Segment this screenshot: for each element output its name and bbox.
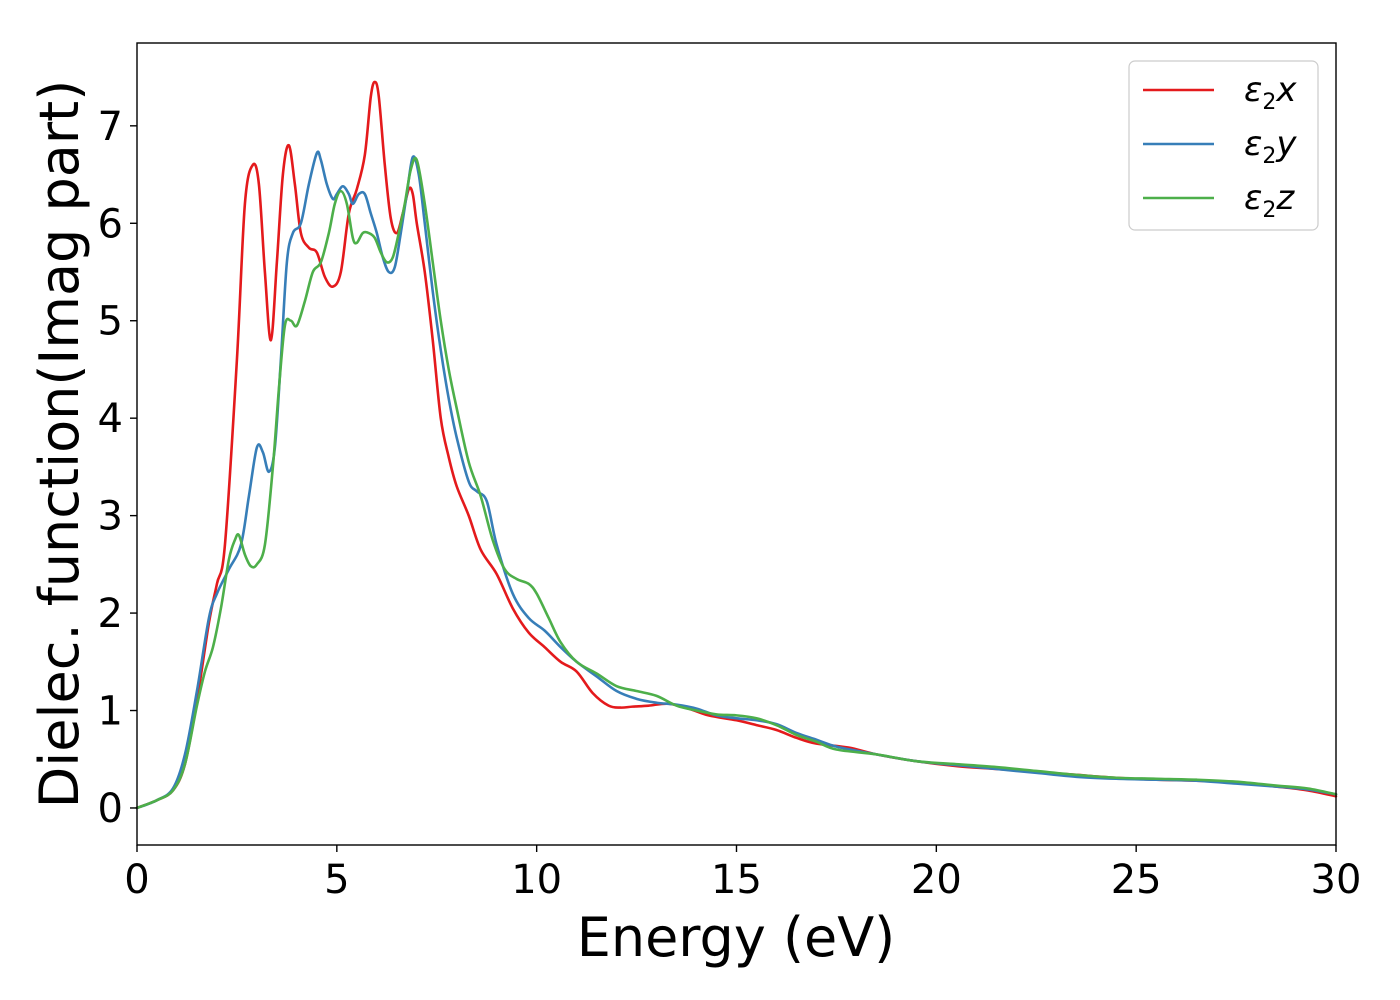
y-tick-label: 3 [98, 494, 123, 540]
x-axis: 0 5 10 15 20 25 30 [124, 845, 1361, 903]
series-line-z [135, 156, 1338, 810]
legend-label-z-sub: 2 [1262, 198, 1276, 223]
x-tick-label: 25 [1111, 857, 1162, 903]
legend-label-y-sub: 2 [1262, 144, 1276, 169]
y-tick-label: 7 [98, 104, 123, 150]
legend-label-x-base: ε [1244, 70, 1262, 110]
y-tick-label: 6 [98, 201, 123, 247]
y-tick-label: 2 [98, 591, 123, 637]
series-layer [135, 80, 1338, 810]
y-tick-label: 5 [98, 299, 123, 345]
legend-label-y: ε2y [1244, 124, 1297, 169]
y-axis: 0 1 2 3 4 5 6 7 [98, 104, 137, 832]
legend-label-z: ε2z [1244, 178, 1295, 223]
y-tick-label: 1 [98, 689, 123, 735]
y-tick-label: 4 [98, 396, 123, 442]
legend-label-y-base: ε [1244, 124, 1262, 164]
x-tick-label: 30 [1311, 857, 1362, 903]
legend-label-z-base: ε [1244, 178, 1262, 218]
x-tick-label: 15 [711, 857, 762, 903]
y-axis-label: Dielec. function(Imag part) [28, 80, 91, 809]
legend-label-x: ε2x [1244, 70, 1297, 115]
series-line-x [135, 80, 1338, 810]
legend-label-x-sub: 2 [1262, 90, 1276, 115]
legend-label-y-var: y [1275, 124, 1297, 164]
x-tick-label: 0 [124, 857, 149, 903]
x-tick-label: 10 [511, 857, 562, 903]
x-tick-label: 20 [911, 857, 962, 903]
legend-label-z-var: z [1275, 178, 1295, 218]
series-line-y [135, 150, 1338, 810]
legend-box [1128, 60, 1319, 231]
x-tick-label: 5 [324, 857, 349, 903]
legend: ε2x ε2y ε2z [1128, 60, 1319, 231]
x-axis-label: Energy (eV) [577, 906, 896, 969]
legend-entry-z: ε2z [1143, 178, 1295, 223]
legend-entry-x: ε2x [1143, 70, 1297, 115]
legend-label-x-var: x [1275, 70, 1297, 110]
legend-entry-y: ε2y [1143, 124, 1297, 169]
y-tick-label: 0 [98, 786, 123, 832]
